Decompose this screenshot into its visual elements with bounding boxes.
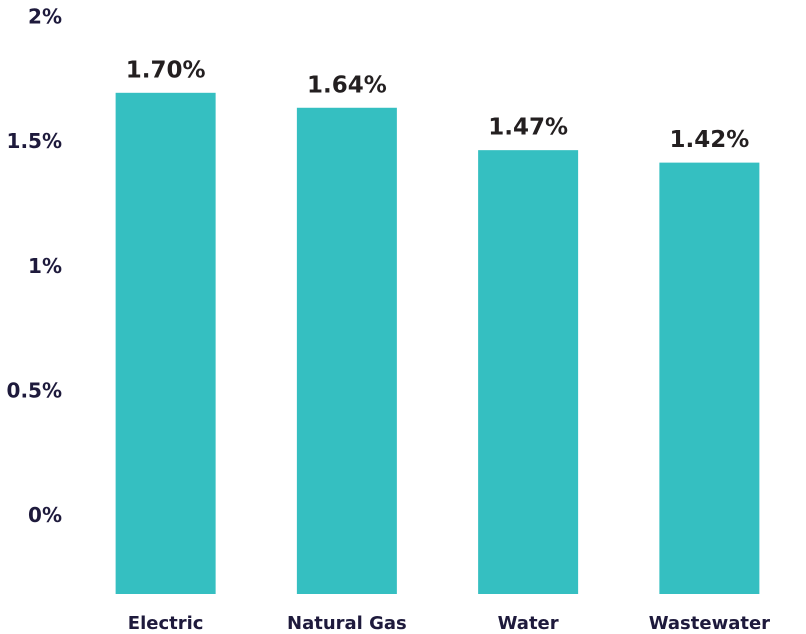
bar xyxy=(478,150,579,595)
value-label: 1.42% xyxy=(669,127,749,153)
value-label: 1.47% xyxy=(488,115,568,141)
value-label: 1.70% xyxy=(126,57,206,83)
x-tick-label: Wastewater xyxy=(649,613,770,634)
y-tick-label: 1% xyxy=(28,254,62,278)
x-tick-label: Electric xyxy=(128,613,204,634)
x-tick-label: Natural Gas xyxy=(287,613,407,634)
bar xyxy=(659,162,760,594)
value-label: 1.64% xyxy=(307,72,387,98)
y-tick-label: 0% xyxy=(28,503,62,527)
x-tick-label: Water xyxy=(498,613,559,634)
y-tick-label: 1.5% xyxy=(7,129,62,153)
bar xyxy=(296,107,397,594)
y-tick-label: 0.5% xyxy=(7,379,62,403)
bar xyxy=(115,92,216,595)
y-tick-label: 2% xyxy=(28,5,62,29)
